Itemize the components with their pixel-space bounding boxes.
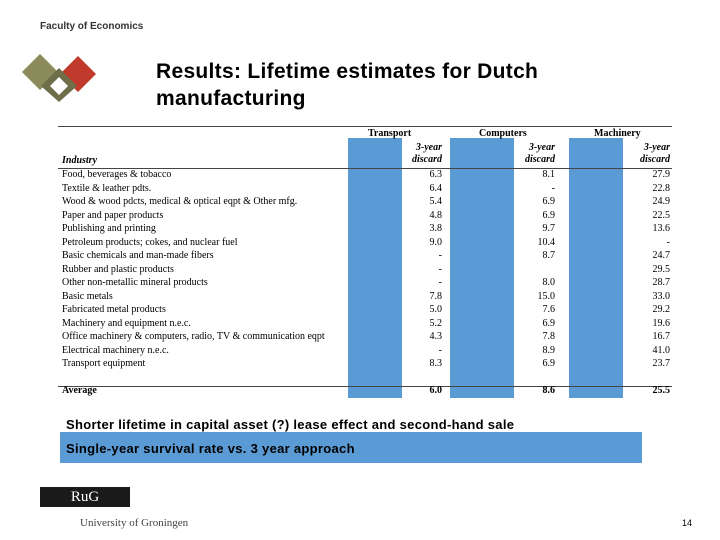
note-line-2: Single-year survival rate vs. 3 year app… — [66, 441, 355, 456]
table-cell: - — [666, 236, 670, 248]
group-header-computers: Computers — [479, 128, 527, 139]
faculty-label: Faculty of Economics — [40, 21, 144, 32]
industry-name: Textile & leather pdts. — [62, 182, 152, 194]
table-row: Rubber and plastic products - 29.5 — [58, 264, 672, 278]
industry-name: Other non-metallic mineral products — [62, 277, 208, 288]
industry-name: Paper and paper products — [62, 209, 164, 221]
table-cell: 7.8 — [429, 290, 443, 302]
table-cell: 6.9 — [542, 358, 556, 369]
table-cell: 5.0 — [429, 304, 443, 315]
page-number: 14 — [682, 518, 693, 528]
subheader-computers: 3-year discard — [525, 142, 555, 165]
table-cell: 29.2 — [652, 304, 671, 315]
table-cell: 5.2 — [429, 317, 443, 329]
table-row: Electrical machinery n.e.c. - 8.9 41.0 — [58, 345, 672, 359]
table-cell: 22.8 — [652, 182, 671, 194]
group-header-machinery: Machinery — [594, 128, 641, 139]
industry-name: Wood & wood pdcts, medical & optical eqp… — [62, 196, 298, 207]
table-cell: 6.3 — [429, 169, 443, 180]
table-row: Wood & wood pdcts, medical & optical eqp… — [58, 196, 672, 210]
table-cell: 5.4 — [429, 196, 443, 207]
table-cell: 4.3 — [429, 331, 443, 342]
table-cell: 6.9 — [542, 209, 556, 221]
table-row: Basic metals 7.8 15.0 33.0 — [58, 291, 672, 305]
table-cell: 9.7 — [542, 223, 556, 234]
industry-name: Fabricated metal products — [62, 304, 166, 315]
table-row: Publishing and printing 3.8 9.7 13.6 — [58, 223, 672, 237]
industry-name: Transport equipment — [62, 358, 146, 369]
lifetime-table: Transport Computers Machinery 3-year disc… — [58, 124, 672, 398]
table-cell: 29.5 — [652, 263, 671, 275]
group-header-transport: Transport — [368, 128, 412, 139]
note-line-1: Shorter lifetime in capital asset (?) le… — [66, 417, 515, 432]
table-cell: 9.0 — [429, 236, 443, 248]
industry-name: Basic metals — [62, 290, 113, 302]
table-cell: 4.8 — [429, 209, 443, 221]
industry-name: Electrical machinery n.e.c. — [62, 344, 169, 356]
table-cell: 6.9 — [542, 317, 556, 329]
table-row: Transport equipment 8.3 6.9 23.7 — [58, 358, 672, 372]
industry-header: Industry — [62, 155, 98, 166]
table-cell: 15.0 — [537, 290, 556, 302]
table-cell: 23.7 — [652, 358, 671, 369]
table-cell: 8.7 — [542, 250, 556, 261]
table-cell: 28.7 — [652, 277, 671, 288]
industry-name: Petroleum products; cokes, and nuclear f… — [62, 236, 238, 248]
table-cell: 27.9 — [652, 169, 671, 180]
table-row: Fabricated metal products 5.0 7.6 29.2 — [58, 304, 672, 318]
table-cell: 6.4 — [429, 182, 443, 194]
table-cell: - — [438, 250, 442, 261]
table-cell: 7.8 — [542, 331, 556, 342]
table-cell: 7.6 — [542, 304, 556, 315]
rug-logo: RuG — [40, 487, 130, 507]
computers-highlight-band — [450, 138, 514, 398]
table-row: Other non-metallic mineral products - 8.0 2… — [58, 277, 672, 291]
table-row: Machinery and equipment n.e.c. 5.2 6.9 19.6 — [58, 318, 672, 332]
table-cell: 6.9 — [542, 196, 556, 207]
table-row: Office machinery & computers, radio, TV … — [58, 331, 672, 345]
table-cell: 8.9 — [542, 344, 556, 356]
slide-title: Results: Lifetime estimates for Dutch ma… — [156, 60, 539, 110]
industry-name: Office machinery & computers, radio, TV … — [62, 331, 325, 342]
table-cell: 13.6 — [652, 223, 671, 234]
industry-name: Rubber and plastic products — [62, 263, 174, 275]
industry-name: Food, beverages & tobacco — [62, 169, 172, 180]
table-row: Petroleum products; cokes, and nuclear f… — [58, 237, 672, 251]
table-cell: 8.1 — [542, 169, 556, 180]
table-cell: 16.7 — [652, 331, 671, 342]
table-cell: - — [551, 182, 555, 194]
table-cell: 8.3 — [429, 358, 443, 369]
industry-name: Machinery and equipment n.e.c. — [62, 317, 191, 329]
table-cell: 41.0 — [652, 344, 671, 356]
table-cell: 10.4 — [537, 236, 556, 248]
table-row: Basic chemicals and man-made fibers - 8.7 2… — [58, 250, 672, 264]
table-cell: 24.9 — [652, 196, 671, 207]
faculty-logo — [22, 54, 96, 102]
machinery-highlight-band — [569, 138, 623, 398]
subheader-transport: 3-year discard — [412, 142, 442, 165]
industry-name: Publishing and printing — [62, 223, 156, 234]
subheader-machinery: 3-year discard — [640, 142, 670, 165]
table-row: Textile & leather pdts. 6.4 - 22.8 — [58, 183, 672, 197]
table-row: Food, beverages & tobacco 6.3 8.1 27.9 — [58, 169, 672, 183]
table-cell: 3.8 — [429, 223, 443, 234]
table-cell: - — [438, 277, 442, 288]
table-cell: - — [438, 263, 442, 275]
transport-highlight-band — [348, 138, 402, 398]
table-row-average: Average 6.0 8.6 25.5 — [62, 385, 670, 396]
industry-name: Basic chemicals and man-made fibers — [62, 250, 214, 261]
table-cell: 24.7 — [652, 250, 671, 261]
table-cell: 22.5 — [652, 209, 671, 221]
university-name: University of Groningen — [80, 517, 189, 529]
table-cell: 19.6 — [652, 317, 671, 329]
note-highlight-banner — [60, 432, 642, 463]
table-cell: 33.0 — [652, 290, 671, 302]
table-cell: - — [438, 344, 442, 356]
table-row: Paper and paper products 4.8 6.9 22.5 — [58, 210, 672, 224]
table-cell: 8.0 — [542, 277, 556, 288]
